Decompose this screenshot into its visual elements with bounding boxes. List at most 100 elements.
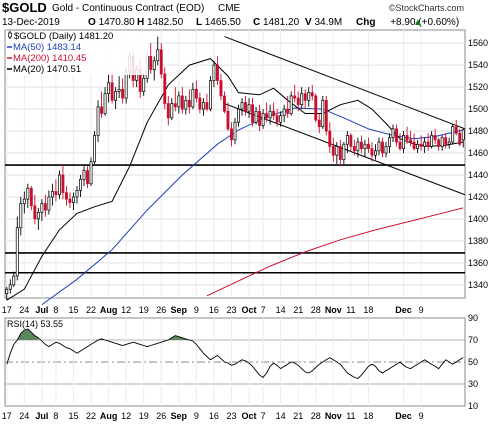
candle xyxy=(370,142,374,162)
candle xyxy=(226,102,230,132)
candle xyxy=(40,199,44,222)
candle-body xyxy=(300,93,304,106)
candle xyxy=(117,76,121,99)
candle-body xyxy=(321,99,325,128)
candle-body xyxy=(265,113,269,119)
candle-body xyxy=(314,95,318,121)
candle xyxy=(268,104,272,125)
candle xyxy=(395,124,398,147)
candle-body xyxy=(121,88,125,99)
candle-body xyxy=(159,49,163,75)
candle xyxy=(61,164,65,200)
x-tick-label: 12 xyxy=(121,411,131,421)
price-y-tick-label: 1400 xyxy=(468,214,488,224)
candle xyxy=(324,95,328,136)
candle xyxy=(152,56,156,81)
candle-body xyxy=(398,141,402,149)
price-y-tick-label: 1500 xyxy=(468,104,488,114)
candle xyxy=(79,174,82,197)
candle-body xyxy=(251,104,254,123)
candle-body xyxy=(437,139,441,147)
candle xyxy=(366,137,370,154)
rsi-series-line xyxy=(6,328,464,380)
candle-body xyxy=(310,92,314,97)
candle-body xyxy=(212,64,216,81)
legend-candle-icon xyxy=(8,31,12,39)
candle xyxy=(219,73,223,101)
candle-body xyxy=(447,141,451,145)
candle xyxy=(419,135,423,151)
candle-body xyxy=(363,143,367,149)
x-tick-label: 24 xyxy=(19,305,29,315)
candle-body xyxy=(180,95,184,110)
candle xyxy=(391,124,395,143)
candle xyxy=(310,84,314,101)
x-tick-label: 28 xyxy=(311,305,321,315)
candle-body xyxy=(356,141,360,152)
candle-body xyxy=(377,141,381,152)
x-tick-label: 21 xyxy=(293,411,303,421)
x-tick-label: Nov xyxy=(325,411,342,421)
candle xyxy=(75,185,79,204)
candle xyxy=(258,104,262,132)
candle-body xyxy=(68,198,72,203)
candle-body xyxy=(219,80,223,97)
candle xyxy=(374,144,377,160)
x-tick-label: Dec xyxy=(395,411,412,421)
candle xyxy=(29,185,33,211)
candle-body xyxy=(8,284,12,290)
candle-body xyxy=(93,135,96,163)
candle xyxy=(377,137,381,156)
candle xyxy=(430,131,434,149)
candle-body xyxy=(423,141,427,147)
candle-body xyxy=(395,128,398,143)
price-x-axis: 17 24 Jul 8 15 22 Aug 12 19 26 Sep 9 16 23 Oct 7 14 21 28 N… xyxy=(2,305,424,315)
candle-body xyxy=(12,275,16,286)
candle-body xyxy=(279,115,283,123)
candle-body xyxy=(440,137,444,147)
candle xyxy=(86,166,89,189)
candle-body xyxy=(458,132,462,145)
candle xyxy=(349,133,353,151)
quote-date: 13-Dec-2019 xyxy=(2,17,60,28)
candle-body xyxy=(303,93,307,101)
candle xyxy=(43,194,47,217)
candle xyxy=(230,122,233,147)
candle-body xyxy=(328,130,332,147)
x-tick-label: Sep xyxy=(171,411,188,421)
candle xyxy=(201,98,205,116)
rsi-y-tick-label: 30 xyxy=(468,379,478,389)
x-tick-label: 16 xyxy=(209,411,219,421)
candle-body xyxy=(451,126,455,143)
candle xyxy=(54,179,58,202)
brand-watermark: ©StockCharts.com xyxy=(389,3,464,13)
candle xyxy=(198,92,202,114)
candle xyxy=(314,93,318,123)
candle xyxy=(93,131,96,164)
legend-entry: MA(200) 1410.45 xyxy=(13,53,86,64)
candle xyxy=(82,166,86,186)
candle xyxy=(300,87,304,110)
candle xyxy=(388,133,391,154)
candle xyxy=(212,60,216,88)
candle xyxy=(303,89,307,110)
candle-body xyxy=(275,115,279,123)
candle-body xyxy=(345,135,349,145)
candle-body xyxy=(110,82,114,101)
candle xyxy=(237,104,240,127)
x-tick-label: Jul xyxy=(35,411,48,421)
candle xyxy=(47,190,51,215)
candle xyxy=(307,87,311,107)
candle xyxy=(437,137,441,151)
candle-body xyxy=(317,119,321,128)
candle xyxy=(254,106,258,125)
candle-body xyxy=(33,205,37,220)
x-tick-label: 12 xyxy=(121,305,131,315)
candle xyxy=(433,128,437,145)
candle-body xyxy=(370,148,374,156)
candle-body xyxy=(40,203,44,213)
candle-body xyxy=(149,56,153,70)
legend-background xyxy=(6,31,148,75)
candle-body xyxy=(374,150,377,156)
candle-body xyxy=(156,49,160,62)
